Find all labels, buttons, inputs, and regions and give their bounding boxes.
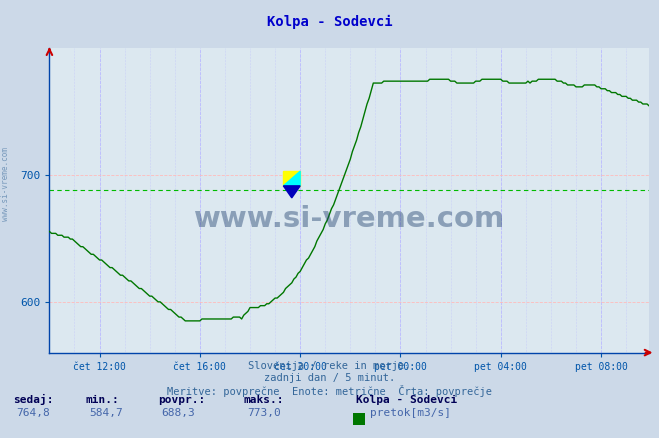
Text: Kolpa - Sodevci: Kolpa - Sodevci — [356, 395, 457, 405]
Text: 688,3: 688,3 — [161, 408, 195, 418]
Polygon shape — [283, 186, 300, 198]
Bar — [283, 171, 300, 186]
Text: www.si-vreme.com: www.si-vreme.com — [1, 147, 10, 221]
Text: zadnji dan / 5 minut.: zadnji dan / 5 minut. — [264, 373, 395, 383]
Text: 584,7: 584,7 — [89, 408, 123, 418]
Text: pretok[m3/s]: pretok[m3/s] — [370, 408, 451, 418]
Text: Slovenija / reke in morje.: Slovenija / reke in morje. — [248, 361, 411, 371]
Text: 773,0: 773,0 — [247, 408, 281, 418]
Text: maks.:: maks.: — [244, 395, 284, 405]
Polygon shape — [283, 171, 300, 186]
Text: Kolpa - Sodevci: Kolpa - Sodevci — [267, 15, 392, 29]
Text: www.si-vreme.com: www.si-vreme.com — [194, 205, 505, 233]
Text: povpr.:: povpr.: — [158, 395, 206, 405]
Text: 764,8: 764,8 — [16, 408, 50, 418]
Text: sedaj:: sedaj: — [13, 394, 53, 405]
Text: min.:: min.: — [86, 395, 119, 405]
Text: Meritve: povprečne  Enote: metrične  Črta: povprečje: Meritve: povprečne Enote: metrične Črta:… — [167, 385, 492, 397]
